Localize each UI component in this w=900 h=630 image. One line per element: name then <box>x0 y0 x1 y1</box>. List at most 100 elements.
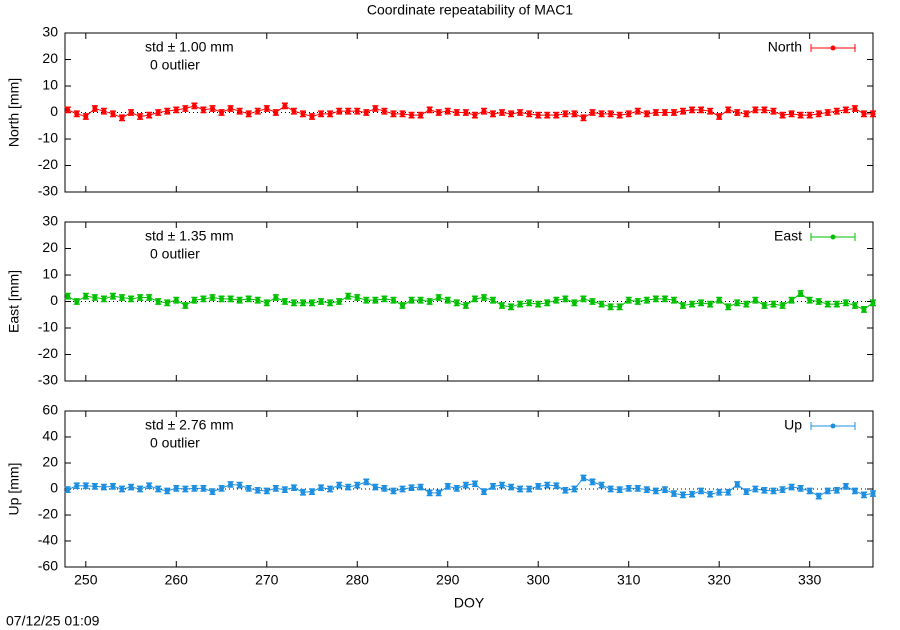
y-tick-label: -20 <box>38 506 58 522</box>
data-point <box>219 110 225 115</box>
data-point <box>264 106 270 112</box>
data-point <box>246 485 252 491</box>
data-point <box>128 484 134 490</box>
data-point <box>770 108 776 114</box>
data-point <box>273 485 279 491</box>
data-point <box>743 111 749 117</box>
annotation: std ± 1.35 mm <box>145 228 234 244</box>
data-point <box>264 488 270 494</box>
x-axis-label: DOY <box>454 595 485 611</box>
data-point <box>816 111 822 117</box>
data-point <box>870 491 876 497</box>
y-tick-label: -30 <box>38 183 58 199</box>
data-point <box>770 488 776 494</box>
data-point <box>164 300 170 306</box>
data-point <box>816 299 822 304</box>
annotation: std ± 2.76 mm <box>145 417 234 433</box>
data-point <box>644 297 650 303</box>
data-point <box>119 115 125 121</box>
data-point <box>825 110 831 115</box>
data-point <box>209 106 215 112</box>
data-point <box>608 111 614 117</box>
data-point <box>852 106 858 112</box>
data-point <box>237 482 243 488</box>
data-point <box>390 111 396 117</box>
data-point <box>635 108 641 114</box>
data-point <box>463 110 469 115</box>
data-point <box>834 108 840 114</box>
data-point <box>336 108 342 114</box>
data-point <box>92 295 98 301</box>
data-point <box>119 295 125 301</box>
data-point <box>816 493 822 499</box>
data-point <box>92 106 98 112</box>
data-point <box>65 293 71 299</box>
y-axis-label: North [mm] <box>6 78 22 147</box>
data-point <box>372 106 378 112</box>
data-point <box>662 110 668 115</box>
data-point <box>635 485 641 491</box>
x-tick-label: 300 <box>527 572 551 588</box>
data-point <box>110 483 116 489</box>
data-point <box>146 295 152 301</box>
y-tick-label: 20 <box>42 454 58 470</box>
data-point <box>590 299 596 304</box>
data-point <box>282 487 288 493</box>
data-point <box>680 492 686 498</box>
data-point <box>101 296 107 302</box>
data-point <box>309 113 315 119</box>
data-point <box>580 475 586 481</box>
data-point <box>309 489 315 495</box>
y-tick-label: -20 <box>38 156 58 172</box>
data-point <box>662 296 668 302</box>
data-point <box>707 301 713 307</box>
data-point <box>716 113 722 119</box>
data-point <box>508 484 514 490</box>
y-tick-label: 0 <box>50 103 58 119</box>
data-point <box>789 484 795 490</box>
timestamp: 07/12/25 01:09 <box>6 613 100 629</box>
data-point <box>65 487 71 493</box>
data-point <box>780 112 786 118</box>
chart-title: Coordinate repeatability of MAC1 <box>367 2 573 18</box>
data-point <box>155 486 161 492</box>
data-point <box>83 483 89 489</box>
data-point <box>399 486 405 492</box>
x-tick-label: 270 <box>255 572 279 588</box>
data-point <box>535 483 541 489</box>
data-point <box>255 108 261 114</box>
x-tick-label: 250 <box>74 572 98 588</box>
data-point <box>843 300 849 306</box>
data-point <box>327 486 333 492</box>
x-tick-label: 260 <box>165 572 189 588</box>
data-point <box>354 295 360 301</box>
data-point <box>716 297 722 303</box>
data-point <box>490 297 496 303</box>
data-point <box>372 297 378 303</box>
data-point <box>146 483 152 489</box>
data-point <box>689 107 695 113</box>
data-point <box>481 295 487 301</box>
y-tick-label: 10 <box>42 77 58 93</box>
data-point <box>825 301 831 307</box>
data-point <box>445 108 451 114</box>
data-point <box>553 483 559 489</box>
x-tick-label: 310 <box>617 572 641 588</box>
data-point <box>671 110 677 115</box>
data-point <box>291 300 297 306</box>
y-tick-label: -40 <box>38 532 58 548</box>
data-point <box>200 296 206 302</box>
data-point <box>517 301 523 307</box>
data-point <box>427 299 433 304</box>
data-point <box>590 110 596 115</box>
data-point <box>164 488 170 494</box>
data-point <box>544 112 550 118</box>
y-tick-label: 10 <box>42 266 58 282</box>
data-point <box>345 484 351 490</box>
data-point <box>571 486 577 492</box>
data-point <box>472 296 478 302</box>
data-point <box>725 489 731 495</box>
data-point <box>345 108 351 114</box>
y-tick-label: -10 <box>38 319 58 335</box>
